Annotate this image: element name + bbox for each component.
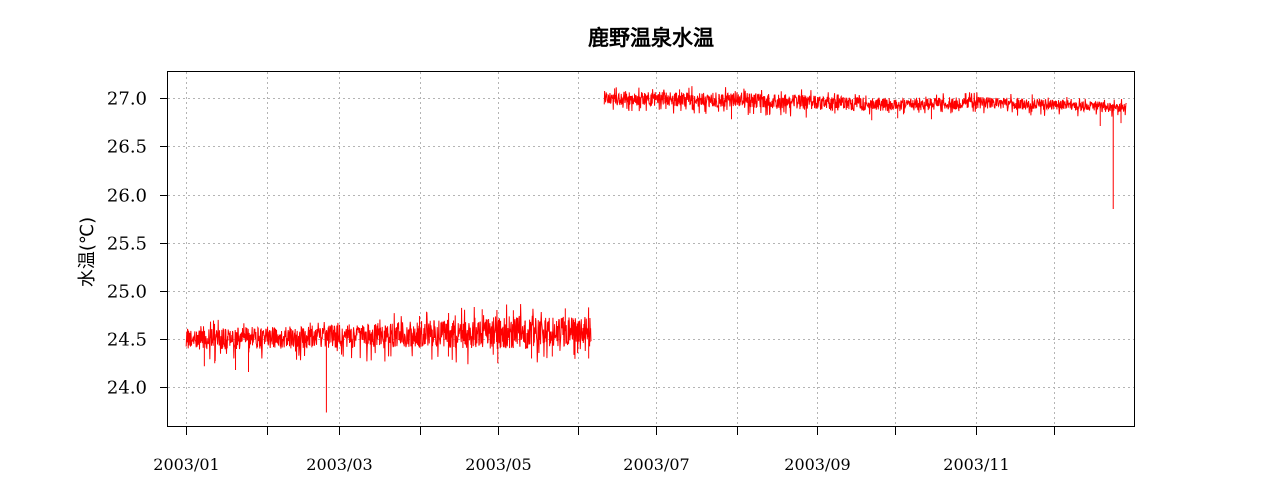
- x-tick-label: 2003/03: [306, 455, 372, 474]
- x-tick-label: 2003/05: [465, 455, 531, 474]
- axes: 2003/01 2003/03 2003/05 2003/07 2003/09 2003/…: [107, 89, 1055, 474]
- y-tick-label: 26.0: [107, 186, 147, 207]
- y-tick-label: 27.0: [107, 89, 147, 110]
- y-tick-label: 25.5: [107, 234, 147, 255]
- temperature-series-line: [185, 304, 592, 413]
- plot-frame: [167, 71, 1135, 427]
- data-series: [185, 86, 1127, 413]
- x-tick-label: 2003/09: [784, 455, 850, 474]
- y-tick-label: 24.5: [107, 330, 147, 351]
- x-tick-label: 2003/01: [153, 455, 219, 474]
- y-tick-label: 26.5: [107, 137, 147, 158]
- chart-title: 鹿野温泉水温: [588, 26, 714, 50]
- x-tick-label: 2003/07: [623, 455, 689, 474]
- y-tick-label: 25.0: [107, 282, 147, 303]
- y-tick-label: 24.0: [107, 378, 147, 399]
- y-axis-label: 水温(℃): [77, 217, 98, 287]
- temperature-series-line: [603, 86, 1127, 209]
- x-tick-label: 2003/11: [943, 455, 1009, 474]
